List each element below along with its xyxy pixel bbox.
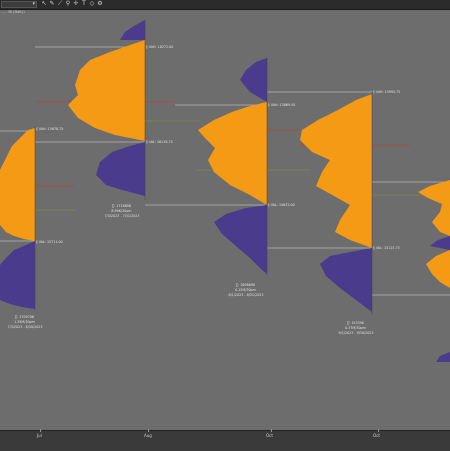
vah-label: § VAH: 15678.75: [36, 127, 63, 131]
cursor-icon[interactable]: ↖: [41, 0, 47, 7]
summary-line: 0.12M/30pm: [235, 288, 256, 292]
volume-profile-up: [300, 94, 372, 248]
zoom-icon[interactable]: ⚲: [65, 0, 71, 7]
time-axis[interactable]: Jul Aug Oct Oct: [0, 429, 450, 451]
summary-line: 8/1/2023 - 8/31/2023: [229, 293, 264, 297]
volume-profile-up: [426, 250, 450, 288]
summary-line: 0.37M/30pm: [345, 326, 366, 330]
volume-profile-up: [68, 40, 145, 141]
summary-line: ∑: 1698698: [236, 283, 255, 287]
vah-label: § VAH: 16272.00: [146, 45, 173, 49]
shapes-icon[interactable]: ◇: [89, 0, 95, 7]
chart-toolbar: ▾ ↖ ✎ ⟋ ⚲ ✛ T ◇ ⚙: [0, 0, 450, 10]
chart-subtitle: ..., 30 (Daily): [2, 10, 25, 14]
pencil-icon[interactable]: ✎: [49, 0, 55, 7]
chevron-down-icon[interactable]: ▾: [32, 1, 35, 7]
summary-line: ∑: 1709706: [15, 315, 34, 319]
volume-profile-down: [436, 352, 450, 362]
volume-profile-down: [0, 241, 35, 309]
profile-summary: ∑: 1718696 8.99K/30pm 7/3/2023 - 7/31/20…: [105, 204, 140, 218]
settings-icon[interactable]: ⚙: [97, 0, 103, 7]
text-icon[interactable]: T: [82, 0, 86, 7]
measure-icon[interactable]: ⟋: [57, 0, 63, 7]
volume-profile-down: [96, 142, 145, 196]
volume-profile-down: [240, 58, 267, 102]
summary-line: 9/1/2023 - 9/30/2023: [339, 331, 374, 335]
profile-summary: ∑: 15339K 0.37M/30pm 9/1/2023 - 9/30/202…: [339, 321, 374, 335]
vah-label: § VAH: 15869.50: [268, 103, 295, 107]
profile-summary: ∑: 1698698 0.12M/30pm 8/1/2023 - 8/31/20…: [229, 283, 264, 297]
axis-label-jul: Jul: [37, 433, 42, 438]
summary-line: ∑: 1718696: [112, 204, 131, 208]
volume-profile-up: [0, 128, 35, 241]
volume-profile-down: [214, 205, 267, 274]
volume-profile-down: [120, 20, 145, 40]
vah-label: § VAH: 15995.75: [373, 90, 400, 94]
val-label: § VAL: 16118.75: [146, 140, 173, 144]
summary-line: 7/3/2023 - 6/30/2023: [8, 325, 43, 329]
axis-label-oct: Oct: [266, 433, 273, 438]
crosshair-icon[interactable]: ✛: [73, 0, 79, 7]
val-label: § VAL: 15633.00: [268, 203, 295, 207]
volume-profile-down: [430, 236, 450, 250]
val-label: § VAL: 15711.00: [36, 240, 63, 244]
volume-profile-up: [418, 180, 450, 236]
summary-line: 7/3/2023 - 7/31/2023: [105, 214, 140, 218]
profile-summary: ∑: 1709706 1.35M/30pm 7/3/2023 - 6/30/20…: [8, 315, 43, 329]
summary-line: 1.35M/30pm: [14, 320, 35, 324]
axis-label-oct-2: Oct: [373, 433, 380, 438]
summary-line: 8.99K/30pm: [111, 209, 131, 213]
volume-profile-down: [320, 248, 372, 312]
axis-label-aug: Aug: [144, 433, 152, 438]
volume-profile-chart[interactable]: § VAH: 15678.75 § VAL: 15711.00 § VAH: 1…: [0, 14, 450, 430]
symbol-dropdown[interactable]: ▾: [1, 1, 37, 8]
summary-line: ∑: 15339K: [347, 321, 365, 325]
val-label: § VAL: 15115.75: [373, 246, 400, 250]
volume-profile-up: [198, 102, 267, 205]
